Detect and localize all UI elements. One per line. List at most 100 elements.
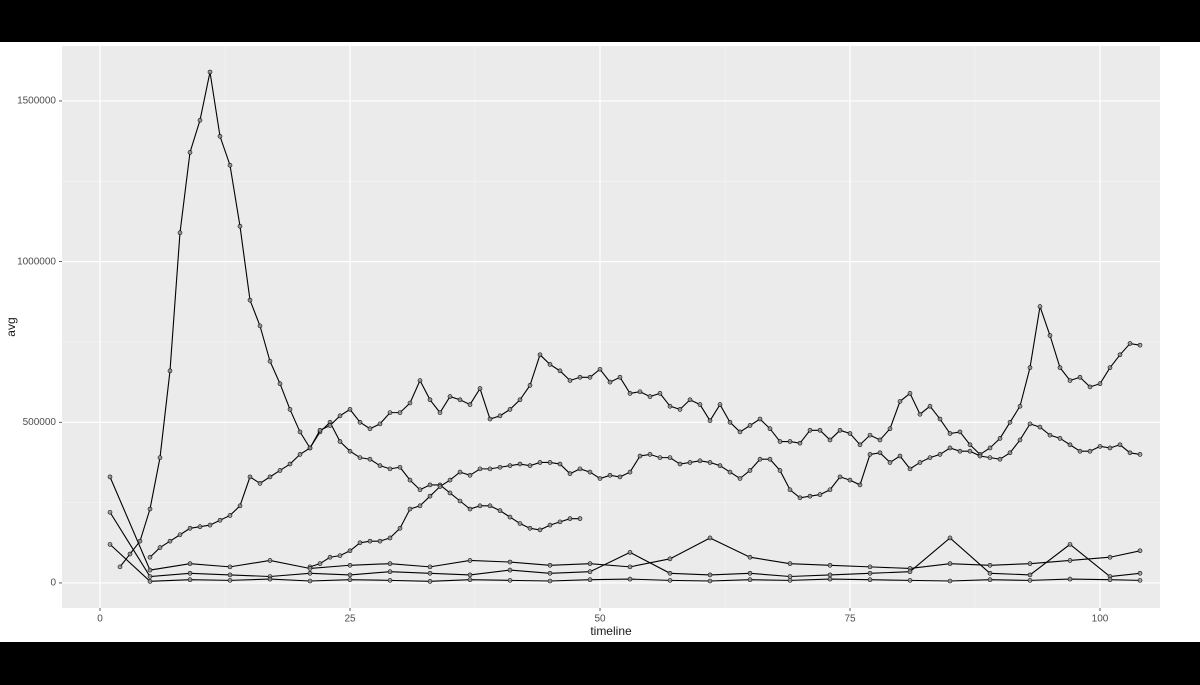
data-point [147,554,153,560]
data-point [787,574,793,579]
data-point [837,428,843,433]
data-point [387,569,393,574]
data-point [647,452,653,457]
data-point [637,453,643,459]
data-point [447,394,453,399]
data-point [347,572,353,578]
data-point [627,550,633,555]
data-point [417,378,423,383]
data-point [647,394,653,399]
data-point [277,381,283,387]
data-point [717,463,723,468]
data-point [937,452,943,457]
data-point [387,535,393,541]
data-point [947,431,953,436]
data-point [867,564,873,570]
data-point [267,576,273,582]
data-point [537,527,543,533]
data-point [457,469,463,475]
data-point [197,117,203,123]
data-point [427,564,433,570]
data-point [377,463,383,468]
data-point [317,561,323,566]
data-point [667,578,673,583]
y-tick-label: 500000 [23,417,57,428]
marks [107,69,1143,584]
data-point [1077,448,1083,454]
data-point [867,452,873,457]
data-point [1127,450,1133,456]
data-point [707,460,713,465]
data-point [917,411,923,417]
data-point [1007,419,1013,425]
data-point [177,532,183,538]
data-point [307,566,313,571]
data-point [877,450,883,456]
data-point [1027,572,1033,578]
data-point [427,579,433,584]
data-point [827,572,833,578]
data-point [1117,352,1123,358]
data-point [357,540,363,546]
data-point [427,570,433,576]
data-point [657,455,663,460]
data-point [247,474,253,480]
x-tick-label: 50 [594,614,606,625]
data-point [617,374,623,380]
data-point [987,577,993,583]
panel [62,46,1160,608]
data-point [467,558,473,563]
data-point [747,554,753,560]
data-point [117,564,123,570]
data-point [827,562,833,568]
data-point [947,445,953,451]
data-point [367,456,373,462]
data-point [607,472,613,478]
data-point [107,509,113,515]
data-point [337,413,343,419]
data-point [427,397,433,403]
data-point [747,570,753,576]
data-point [487,416,493,422]
data-point [547,562,553,568]
data-point [487,503,493,509]
data-point [857,482,863,488]
data-point [467,506,473,512]
y-axis-title: avg [4,317,18,336]
data-point [477,386,483,391]
data-point [1137,570,1143,576]
data-point [567,378,573,383]
data-point [657,391,663,396]
data-point [627,391,633,396]
data-point [437,484,443,489]
data-point [1047,432,1053,438]
data-point [287,461,293,467]
data-point [307,578,313,584]
data-point [1067,558,1073,563]
data-point [557,519,563,525]
x-tick-label: 25 [344,614,356,625]
data-point [887,460,893,465]
data-point [927,455,933,460]
data-point [187,570,193,576]
data-point [297,429,303,435]
data-point [337,439,343,444]
data-point [267,358,273,364]
data-point [957,448,963,454]
data-point [817,492,823,497]
data-point [697,458,703,464]
data-point [167,368,173,374]
data-point [1087,384,1093,390]
data-point [437,410,443,415]
data-point [827,437,833,443]
data-point [817,428,823,433]
data-point [877,437,883,443]
data-point [837,474,843,480]
data-point [467,577,473,583]
data-point [517,397,523,403]
data-point [737,429,743,435]
data-point [527,383,533,388]
data-point [537,460,543,465]
